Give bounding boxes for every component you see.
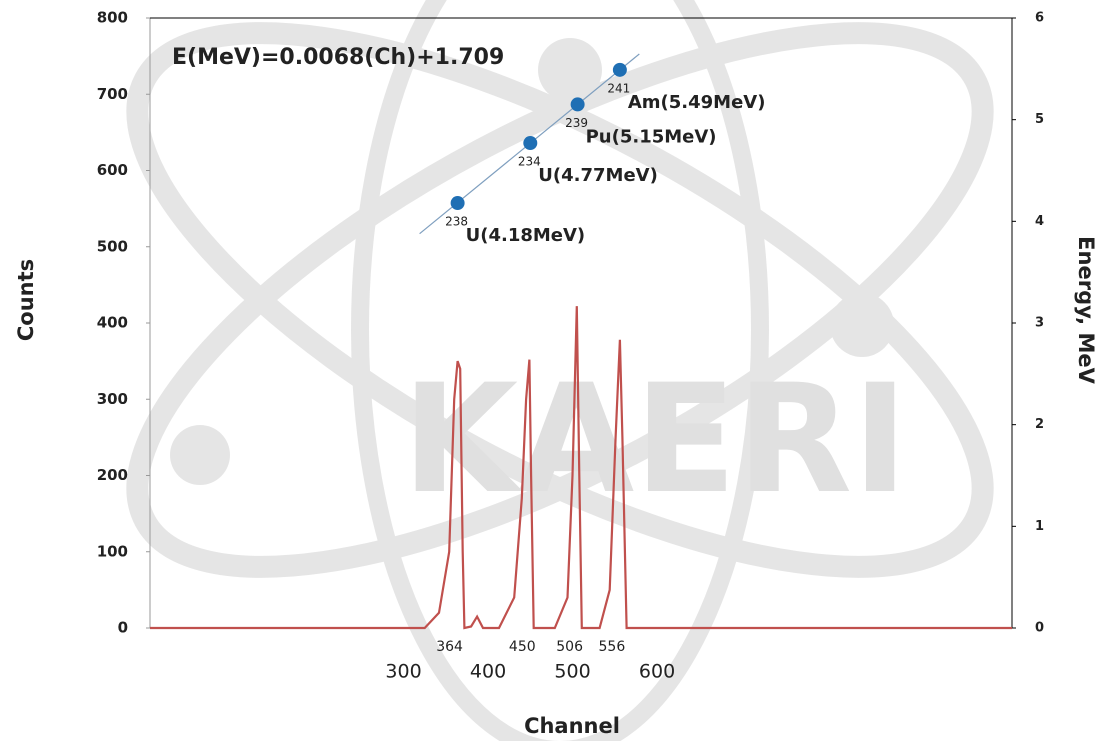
y-tick-label: 100 [97, 542, 128, 560]
peak-label: 556 [599, 639, 626, 655]
y2-tick-label: 0 [1035, 621, 1044, 636]
y-tick-label: 800 [97, 9, 128, 27]
y-tick-label: 200 [97, 466, 128, 484]
point-label: Am(5.49MeV) [628, 92, 766, 113]
y-tick-label: 300 [97, 390, 128, 408]
y-tick-label: 0 [118, 619, 128, 637]
x-tick-label: 400 [470, 661, 506, 683]
y2-tick-label: 2 [1035, 417, 1044, 432]
watermark-text: KAERI [402, 353, 908, 527]
calibration-point [570, 97, 585, 112]
mass-number: 239 [565, 116, 588, 130]
point-label: U(4.77MeV) [538, 165, 658, 186]
watermark [126, 0, 994, 741]
spectrum [150, 306, 1012, 630]
point-label: U(4.18MeV) [466, 225, 586, 246]
y2-tick-label: 5 [1035, 112, 1044, 127]
x-axis-title: Channel [524, 714, 620, 738]
y2-tick-label: 6 [1035, 11, 1044, 26]
x-tick-label: 600 [639, 661, 675, 683]
mass-number: 241 [607, 81, 630, 95]
calibration-point [450, 196, 465, 211]
y-tick-label: 500 [97, 237, 128, 255]
peak-label: 364 [436, 639, 463, 655]
peak-label: 506 [556, 639, 583, 655]
mass-number: 234 [518, 155, 541, 169]
calibration-point [523, 136, 538, 151]
x-tick-label: 300 [385, 661, 421, 683]
y-tick-label: 700 [97, 85, 128, 103]
y-tick-label: 400 [97, 314, 128, 332]
y2-axis-title: Energy, MeV [1074, 236, 1098, 384]
y2-tick-label: 4 [1035, 214, 1044, 229]
calibration-point [612, 62, 627, 77]
y-axis-title: Counts [14, 259, 38, 341]
y2-tick-label: 3 [1035, 316, 1044, 331]
peak-label: 450 [509, 639, 536, 655]
equation: E(MeV)=0.0068(Ch)+1.709 [172, 45, 504, 70]
mass-number: 238 [445, 215, 468, 229]
point-label: Pu(5.15MeV) [586, 126, 717, 147]
y2-tick-label: 1 [1035, 519, 1044, 534]
y-tick-label: 600 [97, 161, 128, 179]
x-tick-label: 500 [554, 661, 590, 683]
